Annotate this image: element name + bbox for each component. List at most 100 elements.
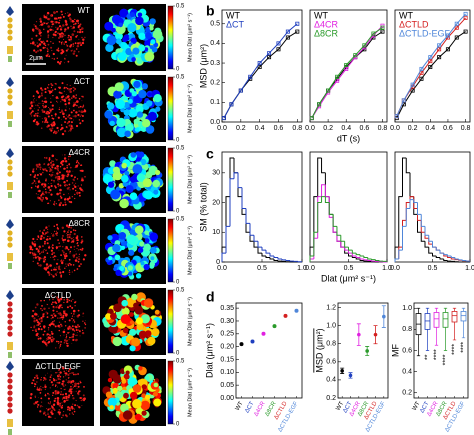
speckle: [47, 124, 50, 127]
speckle: [75, 335, 76, 336]
panel-label: d: [206, 289, 215, 305]
series-line: [396, 13, 466, 117]
speckle: [58, 199, 60, 201]
speckle: [84, 320, 86, 321]
cartoon-domain: [7, 396, 13, 402]
histogram-step: [378, 260, 384, 262]
speckle: [66, 179, 68, 182]
histogram-step: [344, 247, 349, 251]
speckle: [40, 328, 43, 331]
speckle: [51, 50, 53, 52]
speckle: [71, 182, 74, 184]
histogram-step: [359, 254, 364, 257]
speckle: [49, 335, 51, 337]
histogram-step: [332, 214, 337, 227]
speckle: [41, 257, 43, 260]
map-blob: [108, 256, 113, 261]
speckle: [48, 107, 50, 108]
speckle: [69, 155, 72, 157]
map-blob: [129, 192, 138, 200]
map-blob: [154, 309, 160, 315]
speckle: [55, 83, 57, 85]
speckle: [70, 231, 72, 233]
speckle: [33, 320, 36, 323]
speckle: [47, 235, 49, 238]
speckle: [57, 129, 59, 131]
map-blob: [112, 336, 123, 347]
speckle: [57, 371, 59, 373]
speckle: [54, 31, 57, 34]
speckle: [47, 228, 49, 230]
histogram-step: [309, 246, 314, 262]
speckle: [83, 386, 85, 388]
speckle: [69, 407, 71, 410]
speckle: [72, 321, 73, 323]
speckle: [76, 188, 78, 190]
speckle: [29, 396, 32, 400]
speckle: [51, 412, 54, 416]
speckle: [52, 23, 55, 25]
speckle: [81, 95, 83, 98]
speckle: [67, 171, 70, 174]
cartoon-domain: [7, 17, 13, 23]
speckle: [65, 54, 67, 56]
speckle: [73, 232, 76, 236]
y-axis-label: SM (% total): [198, 182, 208, 232]
speckle: [51, 314, 53, 317]
protein-cartoon: [6, 290, 14, 358]
map-blob: [152, 29, 163, 40]
speckle: [54, 268, 57, 271]
cartoon-tm: [7, 182, 13, 190]
y-tick-label: 0.2: [402, 390, 412, 397]
speckle: [72, 95, 75, 97]
speckle: [65, 49, 68, 52]
significance: ****: [442, 354, 449, 365]
speckle: [39, 25, 41, 26]
speckle: [54, 167, 57, 170]
speckle: [31, 182, 33, 185]
speckle: [63, 157, 67, 160]
speckle: [74, 42, 77, 45]
speckle: [69, 336, 71, 339]
cartoon-tm: [7, 342, 13, 350]
cartoon-domain: [7, 236, 13, 242]
speckle: [46, 313, 48, 315]
speckle: [82, 258, 85, 261]
cartoon-domain: [7, 408, 13, 414]
cartoon-head: [6, 148, 14, 158]
point: [285, 35, 290, 40]
histogram-step: [221, 252, 226, 262]
y-tick-label: 0.25: [220, 331, 234, 338]
speckle: [50, 256, 52, 258]
speckle: [43, 413, 45, 415]
speckle: [60, 96, 64, 99]
histogram-step: [221, 246, 226, 262]
speckle: [59, 19, 61, 21]
significance: ****: [433, 349, 440, 360]
speckle: [63, 90, 65, 92]
speckle: [37, 236, 40, 238]
speckle: [37, 338, 40, 340]
speckle: [35, 113, 37, 115]
map-blob: [122, 410, 133, 420]
point: [454, 35, 459, 40]
speckle: [53, 399, 56, 402]
speckle: [82, 38, 85, 41]
map-blob: [153, 94, 162, 103]
speckle: [64, 392, 68, 395]
speckle: [64, 103, 67, 106]
legend-entry: WT: [226, 10, 240, 20]
histogram-step: [277, 257, 282, 260]
speckle: [75, 161, 78, 164]
map-blob: [120, 314, 131, 324]
speckle: [61, 132, 65, 136]
speckle: [44, 385, 47, 389]
speckle: [48, 157, 51, 159]
speckle: [66, 198, 70, 201]
speckle: [60, 323, 62, 326]
speckle: [42, 197, 44, 199]
histogram-step: [265, 256, 270, 259]
speckle: [39, 406, 42, 408]
speckle: [56, 192, 59, 196]
speckle: [69, 189, 71, 191]
